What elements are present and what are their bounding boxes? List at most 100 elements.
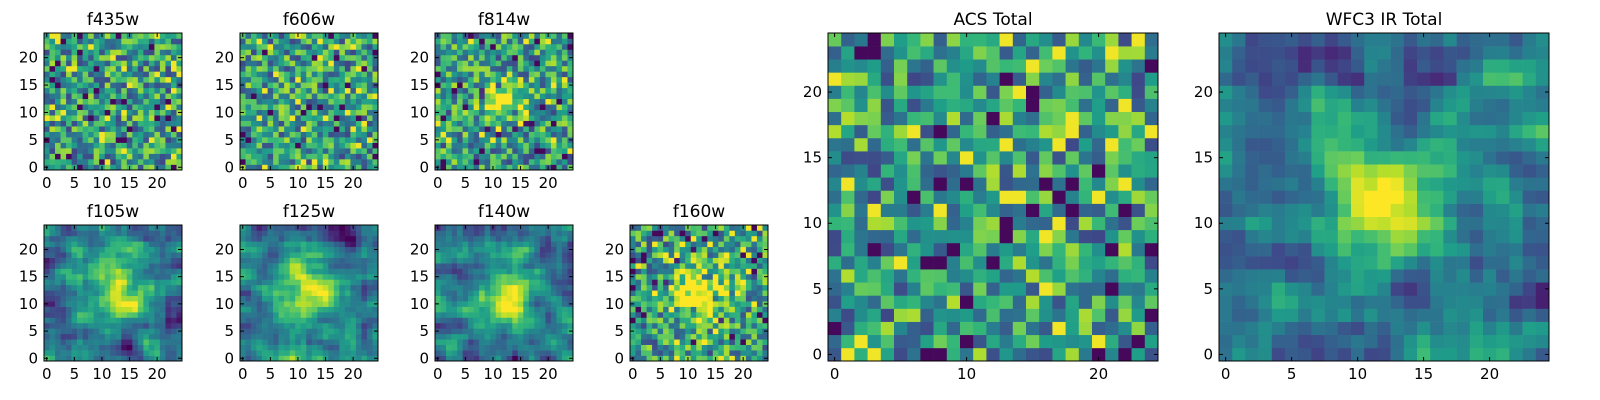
heatmap-cell xyxy=(512,317,519,324)
heatmap-cell xyxy=(60,252,67,258)
heatmap-cell xyxy=(1078,282,1093,296)
heatmap-cell xyxy=(311,109,318,116)
heatmap-cell xyxy=(1052,282,1066,296)
heatmap-cell xyxy=(663,295,669,302)
heatmap-cell xyxy=(473,290,480,297)
heatmap-cell xyxy=(333,306,340,313)
heatmap-cell xyxy=(718,257,725,264)
heatmap-cell xyxy=(115,104,122,111)
heatmap-cell xyxy=(339,71,346,78)
heatmap-cell xyxy=(245,339,252,345)
heatmap-cell xyxy=(284,33,290,39)
heatmap-cell xyxy=(734,257,741,264)
heatmap-cell xyxy=(501,273,508,280)
heatmap-cell xyxy=(539,339,546,345)
heatmap-cell xyxy=(556,153,563,160)
heatmap-cell xyxy=(479,263,485,269)
heatmap-cell xyxy=(77,257,83,264)
heatmap-cell xyxy=(132,273,139,280)
heatmap-cell xyxy=(333,38,340,45)
heatmap-cell xyxy=(93,257,100,264)
heatmap-cell xyxy=(126,350,133,356)
heatmap-cell xyxy=(668,355,675,362)
heatmap-cell xyxy=(154,339,161,345)
heatmap-cell xyxy=(284,71,290,78)
heatmap-cell xyxy=(344,257,351,264)
heatmap-cell xyxy=(506,98,513,105)
heatmap-cell xyxy=(350,301,357,307)
heatmap-cell xyxy=(143,104,150,111)
heatmap-cell xyxy=(82,301,89,307)
heatmap-cell xyxy=(468,295,474,302)
heatmap-cell xyxy=(176,49,183,56)
heatmap-cell xyxy=(306,284,313,291)
heatmap-cell xyxy=(93,225,100,231)
heatmap-cell xyxy=(49,284,56,291)
heatmap-cell xyxy=(115,268,122,275)
heatmap-cell xyxy=(756,263,763,269)
heatmap-cell xyxy=(339,142,346,149)
heatmap-cell xyxy=(652,344,658,351)
heatmap-cell xyxy=(93,230,100,237)
heatmap-cell xyxy=(306,164,313,171)
heatmap-cell xyxy=(550,142,557,149)
heatmap-cell xyxy=(322,235,329,242)
x-tick-label: 20 xyxy=(148,365,167,383)
heatmap-cell xyxy=(361,109,368,116)
heatmap-cell xyxy=(66,235,72,242)
heatmap-cell xyxy=(137,252,144,258)
heatmap-cell xyxy=(328,82,335,89)
heatmap-cell xyxy=(55,290,61,297)
heatmap-cell xyxy=(143,65,150,72)
heatmap-cell xyxy=(484,137,491,143)
heatmap-cell xyxy=(99,273,106,280)
heatmap-cell xyxy=(723,246,730,253)
heatmap-cell xyxy=(440,126,447,132)
heatmap-cell xyxy=(300,306,307,313)
heatmap-cell xyxy=(126,120,133,127)
heatmap-cell xyxy=(457,339,463,345)
heatmap-cell xyxy=(484,225,491,231)
heatmap-cell xyxy=(99,104,106,111)
heatmap-cell xyxy=(328,164,335,171)
heatmap-cell xyxy=(121,148,128,154)
heatmap-cell xyxy=(240,159,246,165)
heatmap-cell xyxy=(66,301,72,307)
heatmap-cell xyxy=(132,241,139,248)
heatmap-cell xyxy=(93,71,100,78)
heatmap-cell xyxy=(506,153,513,160)
heatmap-cell xyxy=(311,76,318,83)
heatmap-cell xyxy=(512,279,519,286)
heatmap-cell xyxy=(517,38,524,45)
heatmap-cell xyxy=(170,344,177,351)
heatmap-cell xyxy=(446,142,452,149)
heatmap-cell xyxy=(366,339,373,345)
heatmap-cell xyxy=(88,333,94,340)
heatmap-cell xyxy=(115,98,122,105)
heatmap-cell xyxy=(322,284,329,291)
heatmap-cell xyxy=(646,355,653,362)
heatmap-cell xyxy=(148,98,155,105)
heatmap-cell xyxy=(490,98,497,105)
heatmap-cell xyxy=(451,301,458,307)
heatmap-cell xyxy=(1065,229,1080,244)
heatmap-cell xyxy=(77,120,83,127)
heatmap-cell xyxy=(539,76,546,83)
heatmap-cell xyxy=(561,148,568,154)
heatmap-cell xyxy=(528,148,535,154)
heatmap-cell xyxy=(457,306,463,313)
heatmap-cell xyxy=(60,290,67,297)
heatmap-cell xyxy=(300,148,307,154)
heatmap-cell xyxy=(1039,295,1053,309)
heatmap-cell xyxy=(273,115,279,121)
heatmap-cell xyxy=(435,312,441,318)
heatmap-cell xyxy=(894,282,908,296)
heatmap-cell xyxy=(328,126,335,132)
heatmap-cell xyxy=(355,137,362,143)
heatmap-cell xyxy=(841,203,855,217)
heatmap-cell xyxy=(176,131,183,138)
heatmap-cell xyxy=(121,225,128,231)
heatmap-cell xyxy=(523,284,530,291)
heatmap-cell xyxy=(1144,164,1159,178)
heatmap-cell xyxy=(159,284,166,291)
